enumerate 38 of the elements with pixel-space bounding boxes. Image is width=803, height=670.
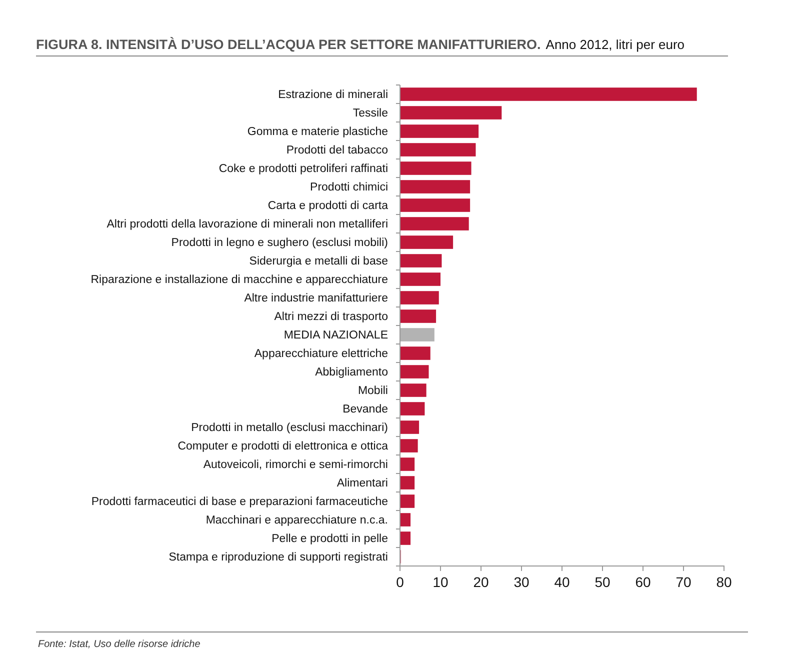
y-tick-label: Prodotti in legno e sughero (esclusi mobili) — [171, 236, 388, 249]
y-tick-label: Prodotti chimici — [310, 181, 388, 194]
y-tick-label: Carta e prodotti di carta — [268, 200, 389, 212]
y-tick-label: Altri mezzi di trasporto — [274, 310, 388, 323]
y-tick-label: Altri prodotti della lavorazione di minerali non metalliferi — [106, 218, 388, 230]
y-tick-label: Computer e prodotti di elettronica e ottica — [178, 440, 389, 452]
x-tick-label: 0 — [396, 574, 404, 590]
y-tick-label: MEDIA NAZIONALE — [284, 329, 388, 342]
y-tick-label: Bevande — [342, 403, 388, 416]
y-tick-label: Prodotti del tabacco — [286, 144, 388, 156]
x-tick-label: 80 — [716, 574, 732, 590]
y-tick-label: Stampa e riproduzione di supporti registrati — [168, 551, 388, 564]
x-tick-label: 50 — [594, 574, 610, 590]
x-tick-label: 70 — [676, 574, 692, 590]
y-tick-label: Gomma e materie plastiche — [247, 126, 388, 138]
y-tick-label: Siderurgia e metalli di base — [249, 255, 388, 268]
y-tick-label: Prodotti farmaceutici di base e preparazioni farmaceutiche — [91, 496, 388, 508]
chart-subtitle: Anno 2012, litri per euro — [546, 37, 685, 52]
y-tick-label: Apparecchiature elettriche — [254, 348, 388, 360]
y-tick-label: Prodotti in metallo (esclusi macchinari) — [191, 422, 388, 434]
y-tick-label: Autoveicoli, rimorchi e semi-rimorchi — [203, 458, 388, 471]
text: FIGURA 8. INTENSITÀ D’USO DELL’ACQUA PER SETTORE MANIFATTURIERO. — [36, 37, 541, 52]
x-tick-label: 40 — [554, 574, 570, 590]
x-tick-label: 10 — [432, 574, 448, 590]
x-tick-label: 20 — [473, 574, 489, 590]
y-tick-label: Alimentari — [336, 477, 388, 490]
y-tick-label: Pelle e prodotti in pelle — [272, 532, 388, 545]
y-tick-label: Estrazione di minerali — [278, 88, 388, 101]
x-tick-label: 60 — [635, 574, 651, 590]
source-note: Fonte: Istat, Uso delle risorse idriche — [38, 639, 201, 650]
y-tick-label: Abbigliamento — [315, 366, 388, 378]
y-tick-label: Altre industrie manifatturiere — [244, 292, 388, 304]
y-tick-label: Mobili — [358, 384, 388, 397]
x-tick-label: 30 — [514, 574, 530, 590]
y-tick-label: Coke e prodotti petroliferi raffinati — [218, 162, 388, 175]
y-tick-label: Riparazione e installazione di macchine e apparecchiature — [90, 274, 388, 286]
y-tick-label: Tessile — [352, 107, 388, 120]
y-tick-label: Macchinari e apparecchiature n.c.a. — [206, 514, 388, 526]
